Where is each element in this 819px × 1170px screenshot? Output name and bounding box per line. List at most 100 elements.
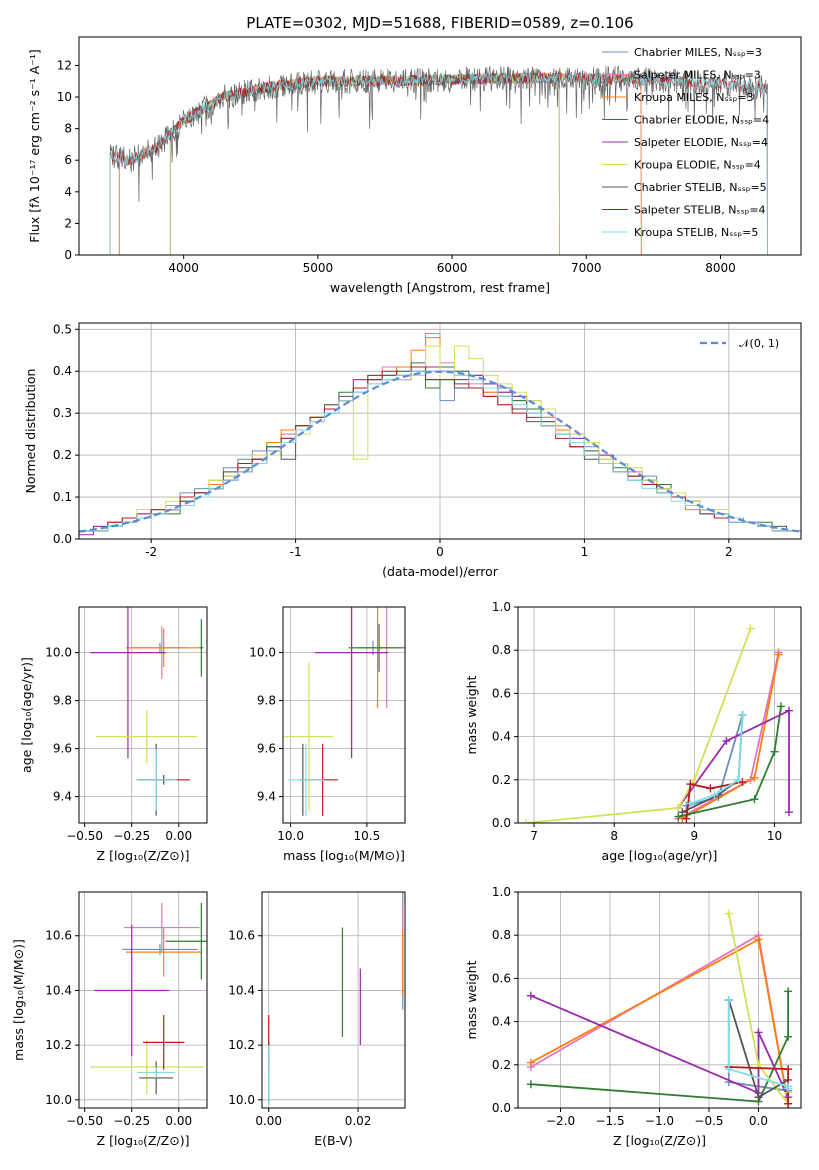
- chart-mass-vs-ebv: 0.00 0.02 10.0 10.2 10.4 10.6 E(B-V): [228, 891, 406, 1148]
- y-tick-label: 0.6: [492, 971, 511, 985]
- y-tick-label: 0.8: [492, 928, 511, 942]
- x-axis-label: E(B-V): [314, 1133, 353, 1148]
- axes-frame: [78, 36, 802, 256]
- legend-entry: Chabrier ELODIE, Nₛₛₚ=4: [634, 114, 769, 127]
- x-tick-label: 4000: [168, 261, 199, 275]
- x-tick-label: 0.00: [255, 1114, 282, 1128]
- chart-age-vs-Z: −0.50 −0.25 0.00 9.4 9.6 9.8 10.0 Z [log₁₀(Z/Z⊙…: [19, 606, 208, 863]
- y-tick-label: 0.4: [492, 1015, 511, 1029]
- chart-age-vs-mass: 10.0 10.5 9.4 9.6 9.8 10.0 mass [log₁₀(M/M⊙)]: [249, 606, 406, 863]
- x-tick-label: 0.00: [165, 1114, 192, 1128]
- figure-title: PLATE=0302, MJD=51688, FIBERID=0589, z=0…: [246, 14, 633, 32]
- y-tick-label: 9.8: [257, 694, 276, 708]
- plot-area: [109, 65, 768, 255]
- plot-area: [526, 909, 793, 1108]
- x-tick-label: −0.25: [113, 1114, 150, 1128]
- axes-frame: [78, 606, 208, 824]
- x-tick-label: 5000: [303, 261, 334, 275]
- y-axis-label: mass [log₁₀(M/M⊙)]: [11, 939, 26, 1061]
- y-tick-label: 2: [64, 216, 72, 230]
- x-axis-label: (data-model)/error: [382, 564, 499, 579]
- chart-mass-vs-Z: −0.50 −0.25 0.00 10.0 10.2 10.4 10.6 Z [log₁₀(Z…: [11, 891, 208, 1148]
- y-tick-label: 10.2: [45, 1038, 72, 1052]
- legend-entry: Chabrier MILES, Nₛₛₚ=3: [634, 46, 762, 59]
- y-tick-label: 10.4: [45, 983, 72, 997]
- x-tick-label: −0.5: [694, 1114, 723, 1128]
- y-tick-label: 0.0: [53, 532, 72, 546]
- plot-area: [284, 607, 405, 816]
- x-axis-label: mass [log₁₀(M/M⊙)]: [283, 848, 405, 863]
- x-tick-label: -1: [290, 545, 302, 559]
- y-tick-label: 9.6: [53, 742, 72, 756]
- x-tick-label: −1.5: [595, 1114, 624, 1128]
- x-tick-label: 2: [725, 545, 733, 559]
- x-tick-label: 7000: [571, 261, 602, 275]
- y-tick-label: 0.0: [492, 816, 511, 830]
- y-tick-label: 4: [64, 185, 72, 199]
- spectrum-line-8: [109, 72, 768, 255]
- y-tick-label: 9.8: [53, 694, 72, 708]
- y-tick-label: 10.4: [228, 983, 255, 997]
- y-tick-label: 0.4: [492, 730, 511, 744]
- x-tick-label: 10.0: [277, 829, 304, 843]
- legend-entry: Salpeter ELODIE, Nₛₛₚ=4: [634, 136, 768, 149]
- x-axis-label: age [log₁₀(age/yr)]: [602, 848, 718, 863]
- y-tick-label: 9.4: [257, 790, 276, 804]
- x-axis-label: Z [log₁₀(Z/Z⊙)]: [613, 1133, 706, 1148]
- x-tick-label: 10: [767, 829, 782, 843]
- plot-area: [268, 892, 404, 1106]
- axes-frame: [282, 606, 406, 824]
- x-tick-label: 0.0: [749, 1114, 768, 1128]
- spectrum-line-7: [109, 71, 768, 255]
- y-tick-label: 1.0: [492, 600, 511, 614]
- x-tick-label: 0.00: [165, 829, 192, 843]
- y-tick-label: 0.1: [53, 490, 72, 504]
- y-tick-label: 1.0: [492, 885, 511, 899]
- y-axis-label: age [log₁₀(age/yr)]: [19, 657, 34, 773]
- x-axis-label: Z [log₁₀(Z/Z⊙)]: [97, 848, 190, 863]
- axes-frame: [261, 891, 406, 1109]
- x-tick-label: 10.5: [354, 829, 381, 843]
- x-axis-label: wavelength [Angstrom, rest frame]: [330, 280, 550, 295]
- y-tick-label: 0.2: [492, 1058, 511, 1072]
- y-tick-label: 0.2: [492, 773, 511, 787]
- y-tick-label: 10.6: [45, 929, 72, 943]
- y-tick-label: 0.6: [492, 686, 511, 700]
- axes-frame: [517, 606, 802, 824]
- y-tick-label: 0.0: [492, 1101, 511, 1115]
- spectrum-line-2: [118, 72, 642, 255]
- x-tick-label: 8: [610, 829, 618, 843]
- x-tick-label: 1: [581, 545, 589, 559]
- y-tick-label: 6: [64, 153, 72, 167]
- legend-entry: Kroupa STELIB, Nₛₛₚ=5: [634, 226, 758, 239]
- y-axis-label: Flux [fλ 10⁻¹⁷ erg cm⁻² s⁻¹ A⁻¹]: [27, 49, 42, 242]
- weight-line-4: [677, 709, 790, 813]
- y-axis-label: mass weight: [464, 675, 479, 754]
- x-tick-label: 7: [530, 829, 538, 843]
- x-axis-label: Z [log₁₀(Z/Z⊙)]: [97, 1133, 190, 1148]
- x-tick-label: -2: [145, 545, 157, 559]
- y-tick-label: 10.0: [228, 1093, 255, 1107]
- chart-spectrum: Chabrier MILES, Nₛₛₚ=3 Salpeter MILES, Nₛ…: [27, 36, 802, 295]
- weight-line-3: [678, 706, 782, 818]
- y-tick-label: 12: [57, 58, 72, 72]
- y-axis-label: mass weight: [464, 960, 479, 1039]
- x-tick-label: −1.0: [645, 1114, 674, 1128]
- y-tick-label: 10.6: [228, 929, 255, 943]
- legend-entry: Kroupa ELODIE, Nₛₛₚ=4: [634, 159, 761, 172]
- legend-entry: 𝒩(0, 1): [739, 337, 779, 350]
- y-tick-label: 10: [57, 90, 72, 104]
- plot-area: [90, 607, 204, 816]
- spectrum-line-0: [118, 71, 642, 255]
- plot-area: [79, 332, 801, 539]
- x-tick-label: −2.0: [546, 1114, 575, 1128]
- axes-frame: [78, 891, 208, 1109]
- y-tick-label: 10.0: [45, 646, 72, 660]
- y-tick-label: 0.4: [53, 364, 72, 378]
- x-tick-label: 6000: [437, 261, 468, 275]
- x-tick-label: 0: [436, 545, 444, 559]
- weight-line-7: [685, 781, 743, 819]
- plot-area: [90, 902, 207, 1095]
- x-tick-label: 0.02: [345, 1114, 372, 1128]
